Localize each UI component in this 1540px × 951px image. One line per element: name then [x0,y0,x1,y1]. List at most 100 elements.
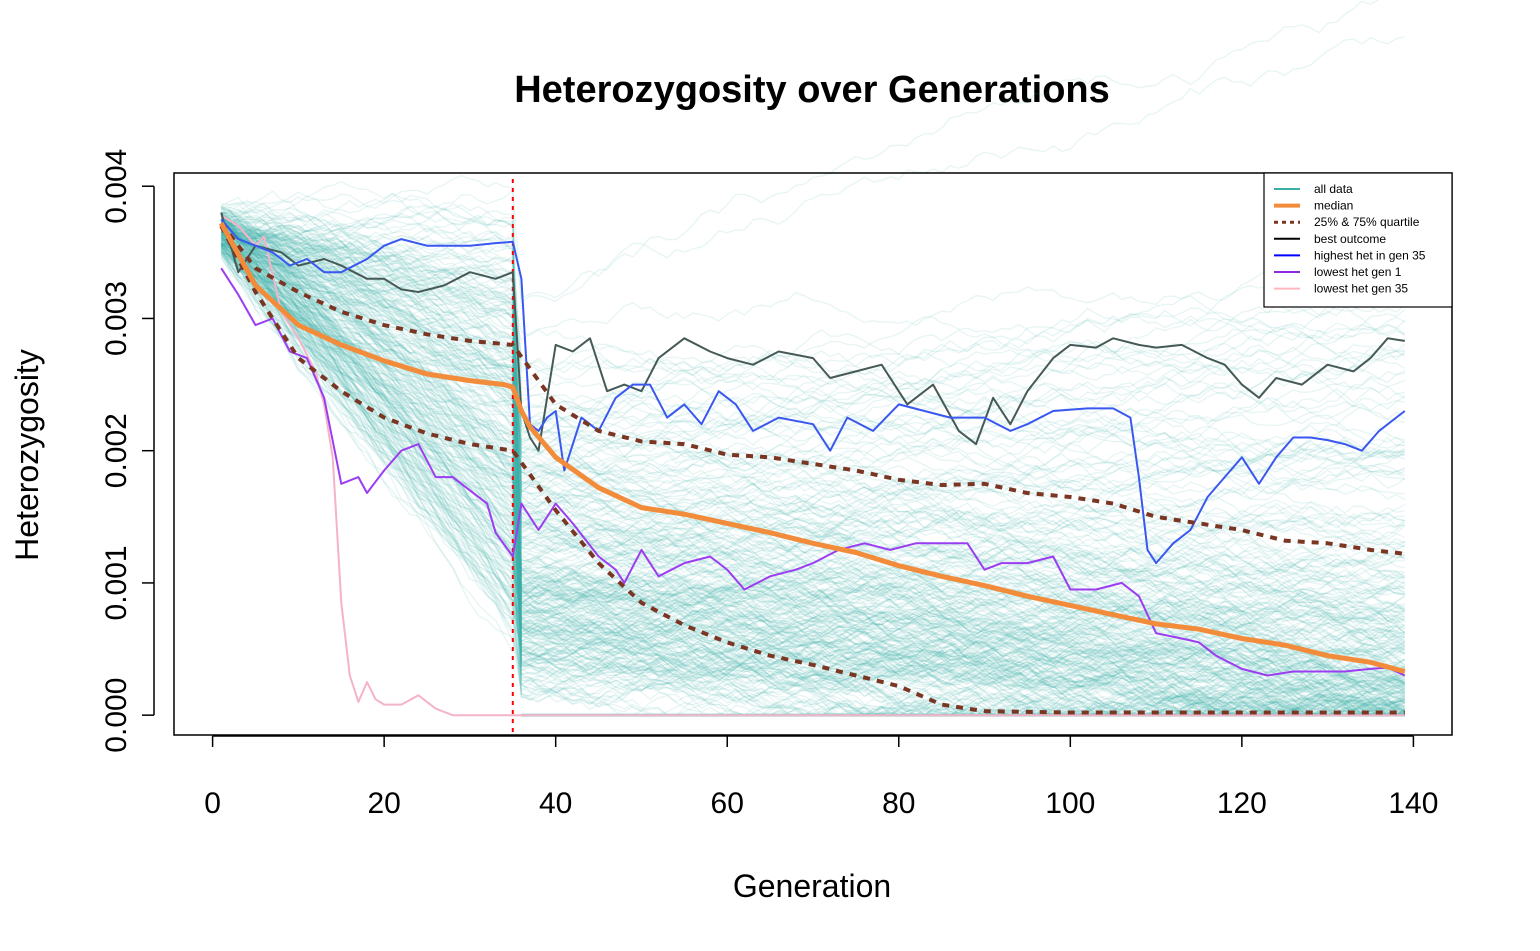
all-data-trace [220,238,1405,670]
all-data-trace [220,251,1406,630]
all-data-trace [220,222,1405,716]
all-data-trace [220,237,1405,701]
legend-label: highest het in gen 35 [1314,248,1426,262]
all-data-trace [221,218,1406,619]
all-data-trace [220,190,1405,710]
all-data-trace [221,242,1406,595]
all-data-trace [220,231,1405,532]
all-data-trace [220,241,1405,716]
all-data-trace [220,251,1405,613]
all-data-trace [220,221,1405,717]
all-data-trace [220,246,1406,446]
all-data-trace [221,233,1405,538]
all-data-trace [220,249,1405,716]
all-data-trace [220,228,1406,578]
all-data-trace [220,227,1406,716]
all-data-trace [221,222,1406,714]
all-data-trace [221,205,1406,716]
all-data-trace [220,225,1405,716]
all-data-trace [220,223,1405,577]
all-data-trace [220,205,1406,654]
all-data-trace [220,241,1405,572]
y-tick-label: 0.002 [100,413,133,488]
all-data-trace [221,243,1406,687]
all-data-trace [220,243,1406,556]
all-data-trace [220,243,1406,613]
all-data-trace [220,213,1405,606]
all-data-trace [220,211,1406,716]
all-data-trace [221,226,1405,487]
all-data-trace [220,231,1406,533]
all-data-trace [220,35,1405,300]
all-data-trace [221,228,1406,477]
all-data-trace [220,224,1405,454]
all-data-trace [221,214,1406,476]
all-data-trace [220,242,1406,613]
all-data-trace [220,243,1406,644]
all-data-trace [220,216,1406,373]
all-data-trace [220,252,1406,681]
all-data-trace [220,247,1406,716]
all-data-trace [220,211,1405,622]
series-25-75-quartile [219,221,1406,556]
all-data-trace [221,243,1405,489]
all-data-trace [220,226,1406,694]
all-data-trace [220,242,1405,488]
x-tick-label: 80 [882,787,915,820]
all-data-trace [220,234,1406,618]
all-data-trace [221,212,1406,462]
all-data-trace [220,244,1406,683]
all-data-trace [220,217,1406,670]
all-data-trace [220,213,1405,506]
all-data-trace [220,247,1406,716]
all-data-trace [220,218,1405,716]
all-data-trace [220,209,1406,712]
all-data-trace [220,181,1406,422]
all-data-trace [220,227,1405,668]
all-data-trace [220,233,1406,712]
all-data-trace [220,227,1406,544]
all-data-trace [220,227,1405,716]
all-data-trace [221,0,1380,304]
all-data-trace [221,237,1405,455]
all-data-trace [221,221,1406,415]
all-data-trace [220,234,1406,716]
y-tick-label: 0.001 [100,545,133,620]
y-tick-label: 0.003 [100,281,133,356]
all-data-trace [221,219,1406,641]
x-tick-label: 100 [1045,787,1095,820]
x-tick-label: 120 [1217,787,1267,820]
all-data-trace [220,226,1406,650]
all-data-trace [220,243,1405,716]
all-data-trace [220,243,1406,664]
all-data-trace [220,237,1406,664]
all-data-trace [221,230,1406,656]
all-data-trace [220,225,1406,644]
all-data-trace [220,219,1406,716]
x-tick-label: 60 [711,787,744,820]
all-data-trace [221,233,1406,688]
all-data-trace [221,207,1406,633]
all-data-trace [220,229,1406,634]
all-data-trace [220,244,1406,633]
all-data-trace [220,225,1405,716]
all-data-trace [220,227,1405,717]
all-data-trace [220,208,1406,683]
all-data-trace [220,231,1405,712]
all-data-trace [220,221,1406,683]
all-data-trace [221,213,1405,604]
all-data-trace [220,226,1405,399]
series-best-outcome [220,212,1405,452]
all-data-trace [220,221,1405,495]
all-data-trace [220,219,1405,584]
all-data-trace [220,223,1406,442]
all-data-trace [221,252,1405,704]
all-data-trace [220,227,1405,660]
all-data-trace [220,236,1406,614]
all-data-trace [221,229,1405,716]
all-data-trace [220,214,1405,402]
all-data-trace [220,229,1406,696]
all-data-trace [220,216,1406,716]
all-data-trace [220,220,1406,686]
all-data-trace [220,224,1406,501]
